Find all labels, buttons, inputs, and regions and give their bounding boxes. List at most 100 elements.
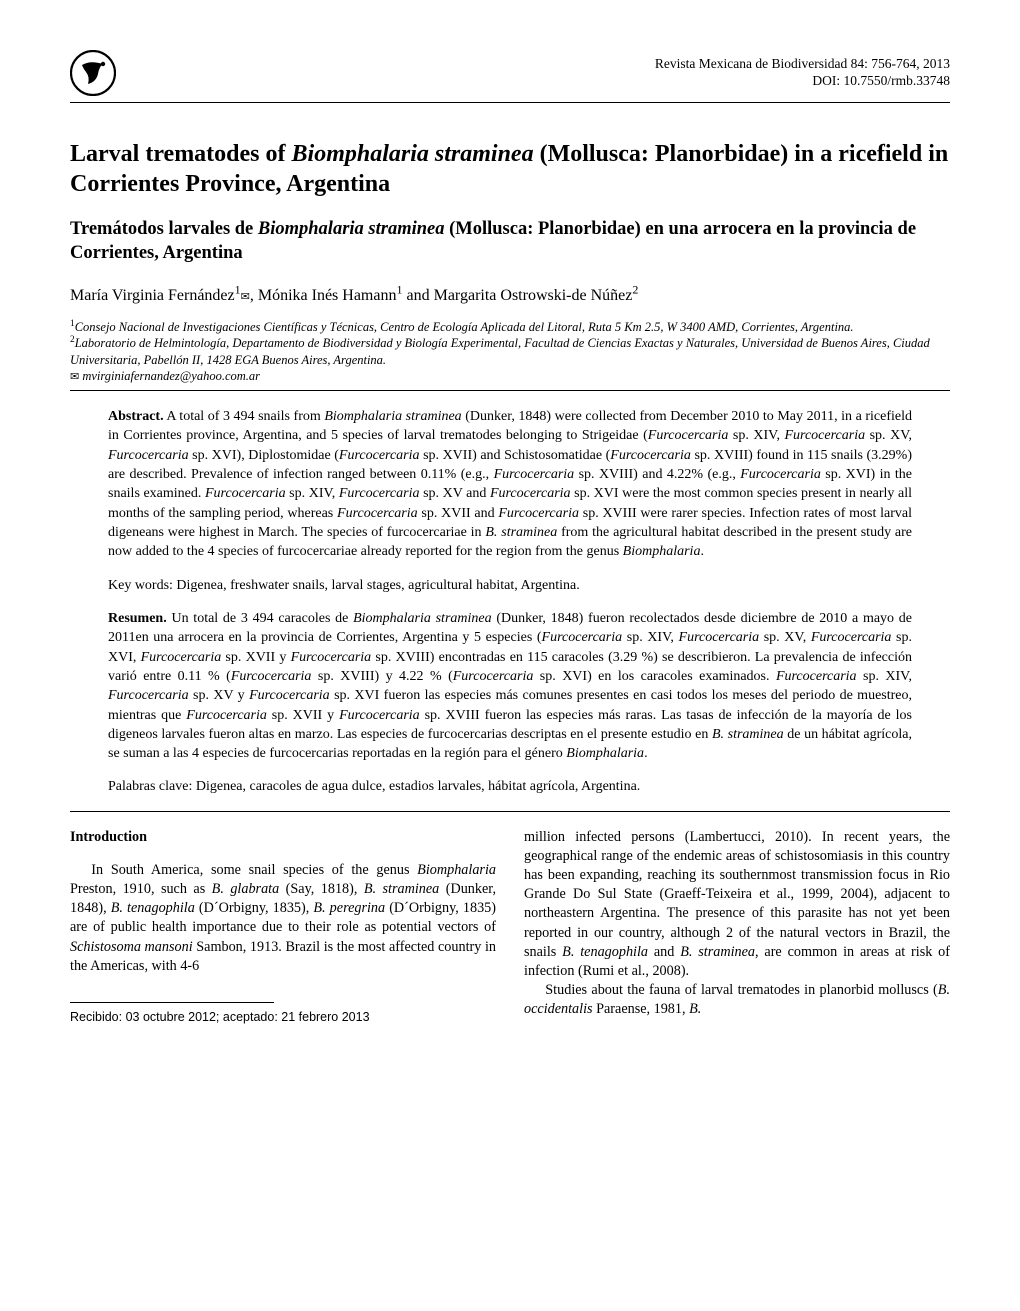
intro-i: B. tenagophila (562, 944, 648, 960)
title-es-italic: Biomphalaria straminea (258, 219, 445, 239)
abs-en-i: Furcocercaria (610, 448, 691, 463)
intro-i: B. (689, 1001, 701, 1017)
journal-logo-icon (70, 50, 116, 96)
abs-es-t: sp. XV, (759, 630, 811, 645)
abs-es-t: . (644, 746, 648, 761)
journal-doi: DOI: 10.7550/rmb.33748 (812, 73, 950, 88)
abs-es-i: Furcocercaria (542, 630, 623, 645)
mail-icon: ✉ (70, 370, 79, 384)
affiliations-block: 1Consejo Nacional de Investigaciones Cie… (70, 319, 950, 391)
intro-t: and (648, 944, 680, 960)
abs-es-i: Furcocercaria (453, 669, 534, 684)
intro-i: Biomphalaria (417, 862, 496, 878)
abs-en-i: Furcocercaria (498, 506, 579, 521)
authors-sep2: and (402, 287, 433, 304)
abs-en-t: sp. XIV, (286, 486, 339, 501)
page: Revista Mexicana de Biodiversidad 84: 75… (0, 0, 1020, 1076)
abstract-es-label: Resumen. (108, 611, 167, 626)
intro-t: Preston, 1910, such as (70, 881, 212, 897)
abs-en-t: sp. XVII and (418, 506, 499, 521)
intro-i: B. glabrata (212, 881, 280, 897)
abstract-en-label: Abstract. (108, 409, 164, 424)
intro-t: In South America, some snail species of … (91, 862, 417, 878)
introduction-heading: Introduction (70, 828, 496, 847)
intro-paragraph-1-right: million infected persons (Lambertucci, 2… (524, 828, 950, 981)
abs-es-i: Furcocercaria (141, 650, 222, 665)
section-divider (70, 811, 950, 812)
corresponding-email: mvirginiafernandez@yahoo.com.ar (82, 369, 260, 383)
abs-es-i: Furcocercaria (811, 630, 892, 645)
abs-es-i: B. straminea (712, 727, 784, 742)
authors-sep1: , (250, 287, 258, 304)
title-en-pre: Larval trematodes of (70, 141, 292, 167)
abs-en-i: Furcocercaria (494, 467, 575, 482)
intro-i: Schistosoma mansoni (70, 939, 193, 955)
intro-t: million infected persons (Lambertucci, 2… (524, 829, 950, 960)
intro-i: B. peregrina (313, 900, 385, 916)
abs-en-t: . (700, 544, 704, 559)
journal-header: Revista Mexicana de Biodiversidad 84: 75… (70, 50, 950, 103)
abs-en-i: Furcocercaria (337, 506, 418, 521)
received-accepted-footnote: Recibido: 03 octubre 2012; aceptado: 21 … (70, 1009, 496, 1026)
author-2: Mónika Inés Hamann (258, 287, 397, 304)
abs-en-i: B. straminea (485, 525, 557, 540)
authors-line: María Virginia Fernández1✉, Mónika Inés … (70, 287, 950, 305)
article-title-en: Larval trematodes of Biomphalaria strami… (70, 139, 950, 199)
abs-es-t: sp. XIV, (857, 669, 912, 684)
intro-t: (D´Orbigny, 1835), (195, 900, 314, 916)
author-1: María Virginia Fernández (70, 287, 235, 304)
abs-en-i: Biomphalaria straminea (324, 409, 461, 424)
title-es-pre: Tremátodos larvales de (70, 219, 258, 239)
intro-t: Studies about the fauna of larval tremat… (545, 982, 937, 998)
abs-es-i: Biomphalaria (566, 746, 644, 761)
abs-es-i: Furcocercaria (231, 669, 312, 684)
title-en-italic: Biomphalaria straminea (292, 141, 534, 167)
abs-es-t: sp. XIV, (622, 630, 678, 645)
abs-es-i: Furcocercaria (186, 708, 267, 723)
abs-en-t: sp. XV and (419, 486, 489, 501)
affiliation-2: Laboratorio de Helmintología, Departamen… (70, 336, 930, 366)
abs-es-i: Furcocercaria (339, 708, 420, 723)
intro-t: Paraense, 1981, (593, 1001, 690, 1017)
abs-es-t: sp. XVII y (221, 650, 290, 665)
intro-i: B. straminea (364, 881, 439, 897)
abstract-es: Resumen. Un total de 3 494 caracoles de … (108, 609, 912, 797)
column-left: Introduction In South America, some snai… (70, 828, 496, 1026)
keywords-en: Key words: Digenea, freshwater snails, l… (108, 576, 912, 595)
body-columns: Introduction In South America, some snai… (70, 828, 950, 1026)
abs-en-i: Furcocercaria (339, 448, 420, 463)
abstract-en: Abstract. A total of 3 494 snails from B… (108, 407, 912, 595)
abs-es-i: Furcocercaria (249, 688, 330, 703)
abs-en-i: Furcocercaria (740, 467, 821, 482)
affiliation-1: Consejo Nacional de Investigaciones Cien… (75, 320, 854, 334)
journal-name: Revista Mexicana de Biodiversidad 84: 75… (655, 56, 950, 71)
intro-paragraph-1-left: In South America, some snail species of … (70, 861, 496, 976)
intro-paragraph-2: Studies about the fauna of larval tremat… (524, 981, 950, 1019)
intro-i: B. tenagophila (111, 900, 195, 916)
abs-en-i: Furcocercaria (108, 448, 189, 463)
abs-es-t: sp. XVIII) y 4.22 % ( (311, 669, 452, 684)
abs-en-i: Furcocercaria (339, 486, 420, 501)
abs-en-t: sp. XVIII) and 4.22% (e.g., (574, 467, 740, 482)
abs-en-i: Furcocercaria (784, 428, 865, 443)
abs-en-i: Biomphalaria (623, 544, 701, 559)
abs-es-t: sp. XVII y (267, 708, 339, 723)
abs-es-t: sp. XV y (189, 688, 249, 703)
abs-en-t: A total of 3 494 snails from (164, 409, 325, 424)
abs-es-t: Un total de 3 494 caracoles de (167, 611, 353, 626)
abs-es-i: Furcocercaria (108, 688, 189, 703)
abs-en-i: Furcocercaria (648, 428, 729, 443)
abs-es-i: Biomphalaria straminea (353, 611, 492, 626)
column-right: million infected persons (Lambertucci, 2… (524, 828, 950, 1026)
abs-en-t: sp. XIV, (728, 428, 784, 443)
abs-es-i: Furcocercaria (776, 669, 857, 684)
abs-es-t: sp. XVI) en los caracoles examinados. (533, 669, 776, 684)
corresponding-mail-icon: ✉ (241, 290, 250, 303)
abs-en-i: Furcocercaria (490, 486, 571, 501)
author-3: Margarita Ostrowski-de Núñez (434, 287, 633, 304)
abs-en-i: Furcocercaria (205, 486, 286, 501)
keywords-es: Palabras clave: Digenea, caracoles de ag… (108, 777, 912, 796)
footnote-rule (70, 1002, 274, 1003)
intro-i: B. straminea (680, 944, 755, 960)
author-3-sup: 2 (632, 283, 638, 297)
